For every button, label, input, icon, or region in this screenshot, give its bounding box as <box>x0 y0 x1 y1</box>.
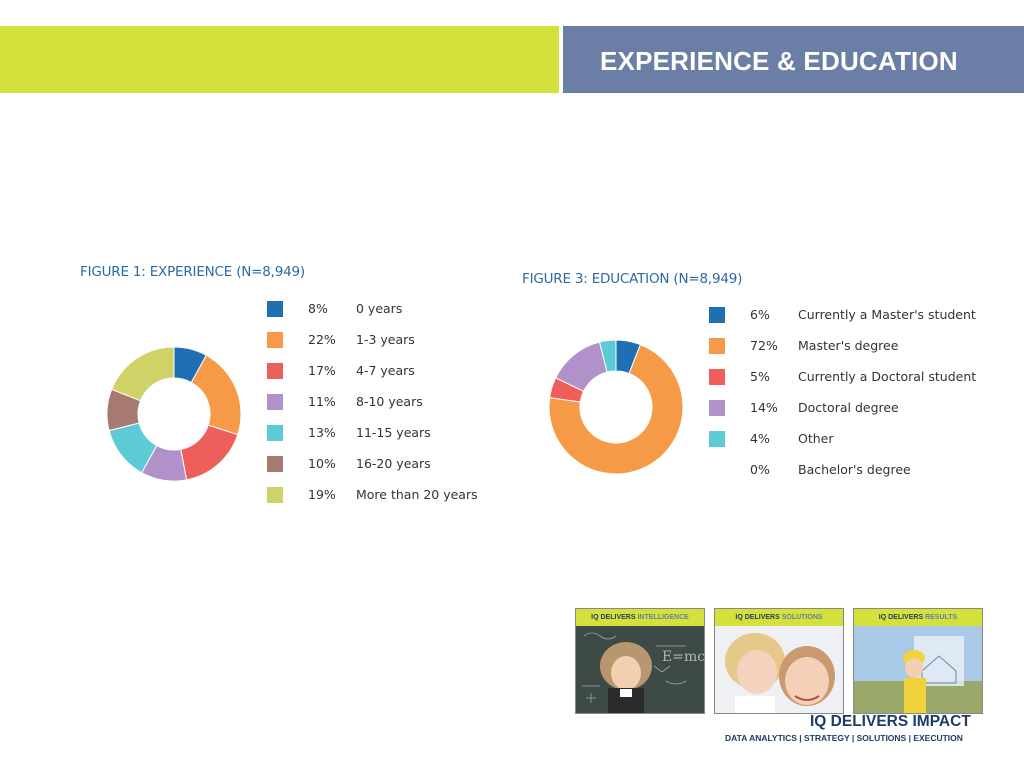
donut-slice <box>548 343 684 475</box>
legend-label: 1-3 years <box>356 332 415 347</box>
promo-panel-solutions: IQ DELIVERS SOLUTIONS <box>714 608 844 714</box>
legend-percent: 5% <box>750 369 770 384</box>
donut-slice <box>598 339 617 373</box>
header-title-band <box>563 26 1024 93</box>
legend-label: 0 years <box>356 301 403 316</box>
brand-tagline: DATA ANALYTICS | STRATEGY | SOLUTIONS | … <box>725 733 963 743</box>
legend-percent: 8% <box>308 301 328 316</box>
education-donut-chart <box>548 339 684 475</box>
child-blueprint-image <box>854 626 982 713</box>
legend-label: 4-7 years <box>356 363 415 378</box>
legend-percent: 13% <box>308 425 336 440</box>
children-whispering-image <box>715 626 843 713</box>
legend-percent: 10% <box>308 456 336 471</box>
legend-label: 11-15 years <box>356 425 431 440</box>
donut-slice <box>180 424 239 481</box>
legend-label: Bachelor's degree <box>798 462 911 477</box>
legend-label: 8-10 years <box>356 394 423 409</box>
legend-swatch <box>709 431 725 447</box>
legend-swatch <box>709 307 725 323</box>
legend-percent: 14% <box>750 400 778 415</box>
legend-swatch <box>267 487 283 503</box>
child-chalkboard-image: E=mc <box>576 626 704 713</box>
legend-percent: 17% <box>308 363 336 378</box>
promo-header: IQ DELIVERS INTELLIGENCE <box>576 609 704 626</box>
legend-label: Currently a Master's student <box>798 307 976 322</box>
legend-percent: 22% <box>308 332 336 347</box>
figure-3-title: FIGURE 3: EDUCATION (N=8,949) <box>522 271 743 287</box>
legend-percent: 6% <box>750 307 770 322</box>
legend-percent: 72% <box>750 338 778 353</box>
legend-swatch <box>267 363 283 379</box>
legend-percent: 19% <box>308 487 336 502</box>
donut-slice <box>111 346 175 402</box>
legend-label: Master's degree <box>798 338 899 353</box>
promo-header: IQ DELIVERS SOLUTIONS <box>715 609 843 626</box>
legend-percent: 0% <box>750 462 770 477</box>
header-accent-band <box>0 26 559 93</box>
legend-percent: 11% <box>308 394 336 409</box>
legend-swatch <box>267 394 283 410</box>
promo-panel-results: IQ DELIVERS RESULTS <box>853 608 983 714</box>
legend-swatch <box>267 456 283 472</box>
legend-label: Currently a Doctoral student <box>798 369 977 384</box>
legend-percent: 4% <box>750 431 770 446</box>
promo-panel-intelligence: IQ DELIVERS INTELLIGENCE E=mc <box>575 608 705 714</box>
legend-swatch <box>267 301 283 317</box>
legend-swatch <box>709 338 725 354</box>
experience-donut-chart <box>106 346 242 482</box>
legend-label: Other <box>798 431 834 446</box>
legend-swatch <box>267 332 283 348</box>
legend-label: Doctoral degree <box>798 400 899 415</box>
legend-swatch <box>709 369 725 385</box>
page-title: EXPERIENCE & EDUCATION <box>600 46 958 76</box>
svg-text:E=mc: E=mc <box>662 649 704 665</box>
legend-swatch <box>267 425 283 441</box>
legend-label: More than 20 years <box>356 487 478 502</box>
legend-swatch <box>709 400 725 416</box>
brand-logo-text: IQ DELIVERS IMPACT <box>810 713 971 730</box>
legend-label: 16-20 years <box>356 456 431 471</box>
figure-1-title: FIGURE 1: EXPERIENCE (N=8,949) <box>80 264 305 280</box>
promo-header: IQ DELIVERS RESULTS <box>854 609 982 626</box>
